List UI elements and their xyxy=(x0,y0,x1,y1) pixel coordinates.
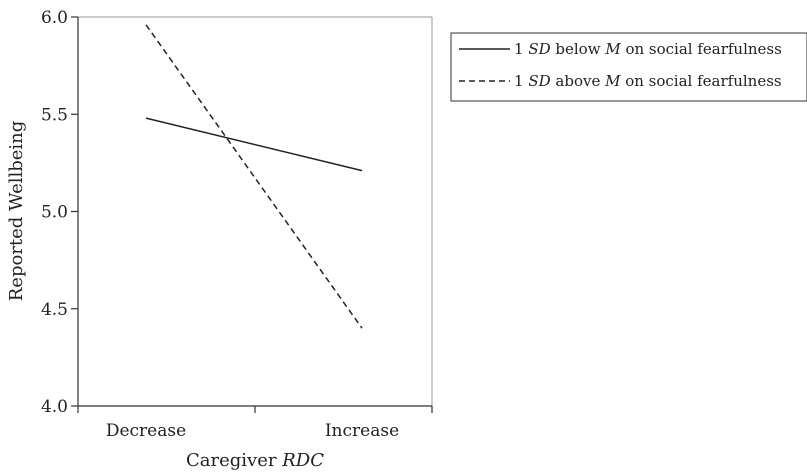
legend-label-segment: above xyxy=(551,72,605,90)
x-axis-title-prefix: Caregiver xyxy=(186,450,282,471)
y-axis-title: Reported Wellbeing xyxy=(6,121,27,302)
x-axis-title-italic: RDC xyxy=(281,450,324,471)
y-tick-label: 4.0 xyxy=(41,397,68,417)
x-ticks: Decrease Increase xyxy=(77,406,433,441)
legend-label-segment: 1 xyxy=(514,40,528,58)
x-axis-title: Caregiver RDC xyxy=(186,450,324,471)
series-line-above xyxy=(145,24,363,329)
legend-label-segment: M xyxy=(604,40,621,58)
series-group xyxy=(145,24,363,329)
legend-box xyxy=(450,32,807,102)
y-tick-label: 4.5 xyxy=(41,300,68,320)
legend-label-segment: SD xyxy=(528,72,550,90)
legend-label-below: 1 SD below M on social fearfulness xyxy=(514,40,782,58)
legend-label-segment: SD xyxy=(528,40,550,58)
legend-label-segment: on social fearfulness xyxy=(621,40,782,58)
x-tick-label: Decrease xyxy=(106,421,186,441)
legend-label-segment: M xyxy=(604,72,621,90)
legend-label-segment: on social fearfulness xyxy=(620,72,781,90)
y-tick-label: 6.0 xyxy=(41,8,68,28)
legend-label-above: 1 SD above M on social fearfulness xyxy=(514,72,782,90)
legend: 1 SD below M on social fearfulness 1 SD … xyxy=(450,32,807,102)
legend-label-segment: 1 xyxy=(514,72,528,90)
x-tick-label: Increase xyxy=(325,421,399,441)
legend-label-segment: below xyxy=(551,40,606,58)
y-ticks: 4.0 4.5 5.0 5.5 6.0 xyxy=(41,8,78,417)
y-tick-label: 5.0 xyxy=(41,203,68,223)
y-tick-label: 5.5 xyxy=(41,105,68,125)
series-line-below xyxy=(145,117,363,172)
